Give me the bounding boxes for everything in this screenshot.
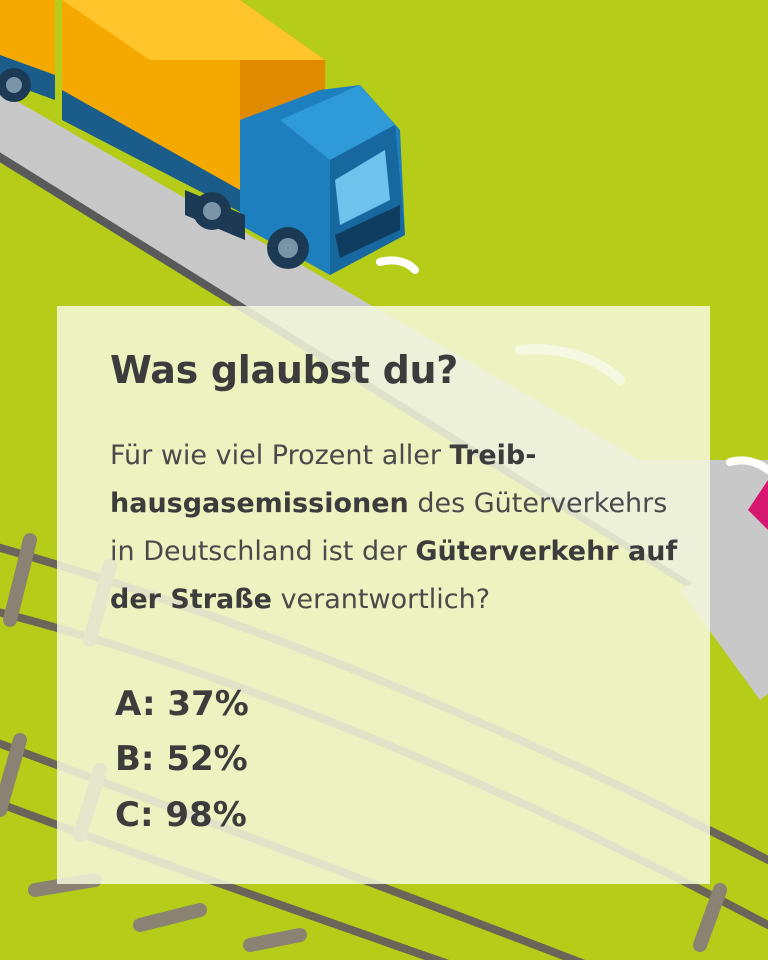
question-text-3: verantwortlich? [271, 584, 491, 615]
answer-option-c: C: 98% [115, 795, 247, 835]
question-text-2: des Güter­verkehrs in Deutschland ist de… [110, 488, 668, 567]
question-bold-1: Treib­hausgasemissionen [110, 440, 537, 519]
question-text-1: Für wie viel Prozent aller [110, 440, 450, 471]
quiz-title: Was glaubst du? [110, 348, 458, 392]
truck-illustration [0, 0, 405, 275]
answer-option-b: B: 52% [115, 739, 248, 779]
quiz-card: Was glaubst du? Für wie viel Prozent all… [57, 306, 710, 884]
quiz-question: Für wie viel Prozent aller Treib­hausgas… [110, 432, 700, 624]
question-bold-2: Güterverkehr auf der Straße [110, 536, 678, 615]
answer-option-a: A: 37% [115, 684, 249, 724]
